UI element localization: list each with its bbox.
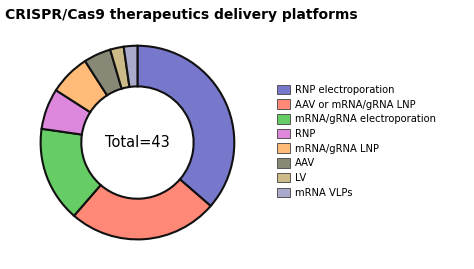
- Text: Total=43: Total=43: [105, 135, 170, 150]
- Wedge shape: [137, 46, 234, 206]
- Wedge shape: [42, 90, 90, 134]
- Legend: RNP electroporation, AAV or mRNA/gRNA LNP, mRNA/gRNA electroporation, RNP, mRNA/: RNP electroporation, AAV or mRNA/gRNA LN…: [275, 83, 438, 200]
- Wedge shape: [124, 46, 137, 87]
- Wedge shape: [74, 179, 210, 239]
- Wedge shape: [110, 47, 129, 89]
- Wedge shape: [85, 50, 122, 95]
- Wedge shape: [41, 129, 100, 216]
- Text: CRISPR/Cas9 therapeutics delivery platforms: CRISPR/Cas9 therapeutics delivery platfo…: [5, 8, 357, 22]
- Wedge shape: [56, 61, 107, 112]
